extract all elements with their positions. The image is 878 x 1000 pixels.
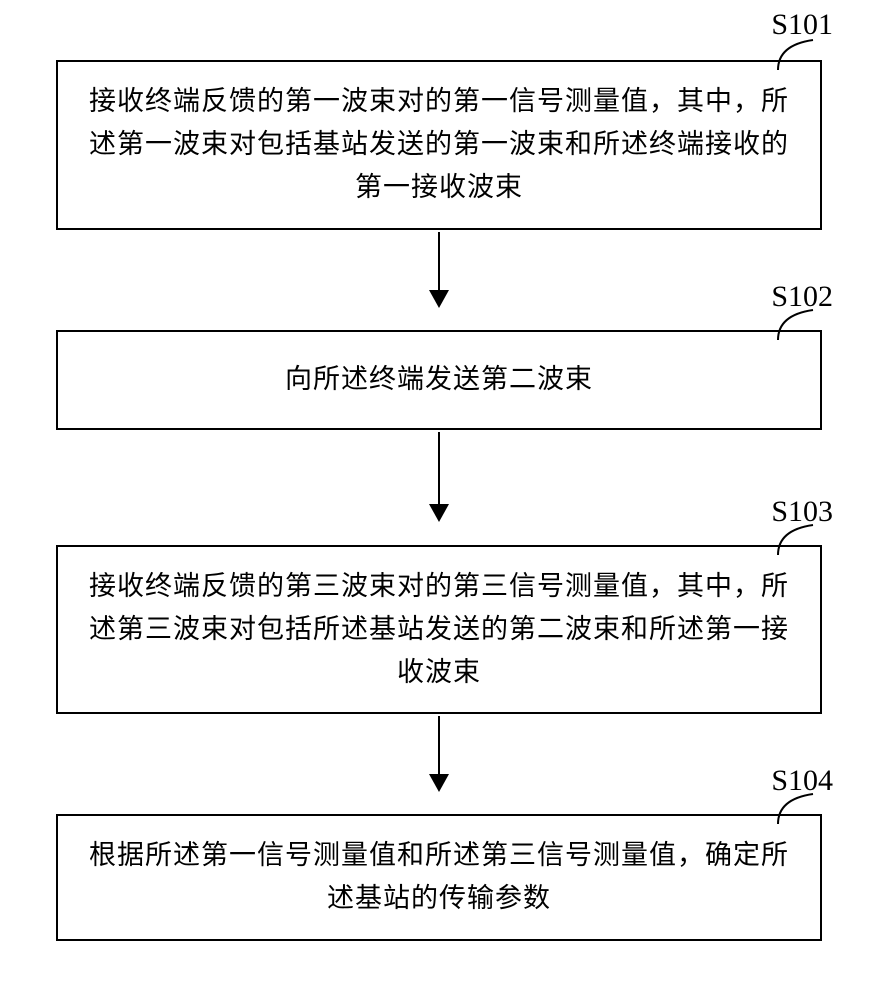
step-box-s104: 根据所述第一信号测量值和所述第三信号测量值，确定所述基站的传输参数 (56, 814, 822, 940)
step-s103-container: S103 接收终端反馈的第三波束对的第三信号测量值，其中，所述第三波束对包括所述… (0, 525, 878, 715)
step-s102-container: S102 向所述终端发送第二波束 (0, 310, 878, 430)
step-s104-container: S104 根据所述第一信号测量值和所述第三信号测量值，确定所述基站的传输参数 (0, 794, 878, 940)
arrow-head-3 (429, 774, 449, 792)
arrow-s102-s103 (0, 430, 878, 525)
label-curve-s101 (773, 35, 823, 75)
arrow-s101-s102 (0, 230, 878, 310)
arrow-line-3 (438, 716, 440, 774)
arrow-line-1 (438, 232, 440, 290)
step-text-s102: 向所述终端发送第二波束 (285, 358, 593, 401)
step-box-s103: 接收终端反馈的第三波束对的第三信号测量值，其中，所述第三波束对包括所述基站发送的… (56, 545, 822, 715)
label-curve-s103 (773, 520, 823, 560)
step-text-s104: 根据所述第一信号测量值和所述第三信号测量值，确定所述基站的传输参数 (78, 834, 800, 920)
arrow-s103-s104 (0, 714, 878, 794)
step-s101-container: S101 接收终端反馈的第一波束对的第一信号测量值，其中，所述第一波束对包括基站… (0, 30, 878, 230)
flowchart-container: S101 接收终端反馈的第一波束对的第一信号测量值，其中，所述第一波束对包括基站… (0, 0, 878, 1000)
step-box-s102: 向所述终端发送第二波束 (56, 330, 822, 430)
step-box-s101: 接收终端反馈的第一波束对的第一信号测量值，其中，所述第一波束对包括基站发送的第一… (56, 60, 822, 230)
label-curve-s102 (773, 305, 823, 345)
step-text-s103: 接收终端反馈的第三波束对的第三信号测量值，其中，所述第三波束对包括所述基站发送的… (78, 565, 800, 695)
arrow-line-2 (438, 432, 440, 504)
label-curve-s104 (773, 789, 823, 829)
arrow-head-2 (429, 504, 449, 522)
arrow-head-1 (429, 290, 449, 308)
step-text-s101: 接收终端反馈的第一波束对的第一信号测量值，其中，所述第一波束对包括基站发送的第一… (78, 80, 800, 210)
